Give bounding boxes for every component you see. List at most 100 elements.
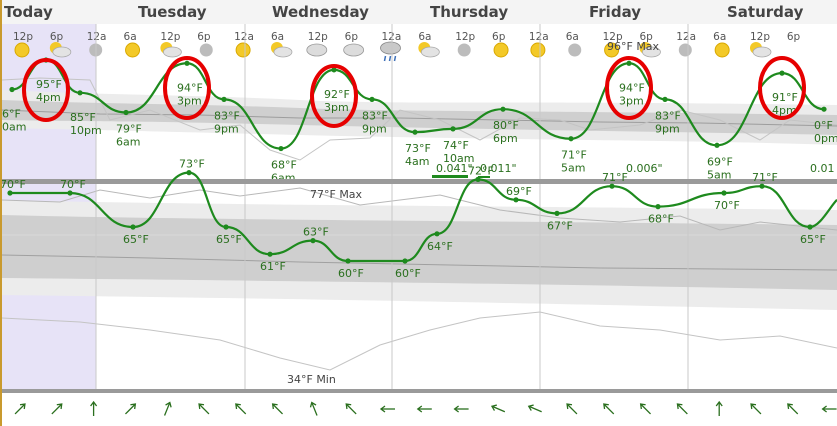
- dewpoint-point: [434, 231, 440, 237]
- hour-label: 6p: [787, 31, 801, 43]
- temperature-point: [500, 106, 506, 112]
- dewpoint-min-label: 34°F Min: [287, 373, 336, 386]
- temperature-point: [779, 70, 785, 76]
- precipitation-amount: 0.006": [626, 162, 663, 175]
- rain-icon: [380, 41, 401, 62]
- dewpoint-value-label: 63°F: [303, 226, 329, 239]
- dewpoint-point: [345, 258, 351, 264]
- dewpoint-point: [7, 190, 13, 196]
- wind-arrow-icon: [490, 404, 506, 413]
- dewpoint-point: [721, 190, 727, 196]
- temperature-value-label: 6°F: [2, 108, 21, 121]
- temperature-value-label: 94°F: [177, 81, 203, 94]
- temperature-time-label: 3pm: [619, 94, 644, 107]
- cloudy-icon: [306, 43, 328, 57]
- wind-arrow-icon: [90, 400, 98, 416]
- partly-cloudy-icon: [160, 42, 182, 58]
- hour-label: 6p: [197, 31, 211, 43]
- temperature-time-label: 4pm: [36, 91, 61, 104]
- dewpoint-point: [513, 197, 519, 203]
- dewpoint-value-label: 70°F: [714, 199, 740, 212]
- wind-arrow-icon: [124, 403, 137, 415]
- partly-cloudy-icon: [418, 42, 440, 58]
- temperature-point: [278, 145, 284, 152]
- temperature-value-label: 95°F: [36, 78, 62, 91]
- temperature-value-label: 83°F: [362, 109, 388, 122]
- temperature-point: [221, 96, 227, 102]
- dewpoint-value-label: 65°F: [216, 233, 242, 246]
- dewpoint-value-label: 65°F: [123, 233, 149, 246]
- temperature-time-label: 0pm: [814, 132, 837, 145]
- temperature-point: [331, 67, 337, 73]
- hour-label: 6a: [566, 31, 579, 43]
- sun-icon: [235, 42, 251, 58]
- highlight-circle: [758, 56, 806, 120]
- temperature-point: [450, 126, 456, 132]
- wind-arrow-icon: [566, 403, 578, 415]
- temperature-point: [821, 106, 827, 112]
- temperature-point: [662, 96, 668, 102]
- temperature-point: [9, 86, 15, 93]
- hour-label: 6a: [418, 31, 431, 43]
- dewpoint-value-label: 72°F: [468, 164, 494, 177]
- hour-labels: 12p 6p 12a 6a 12p 6p 12a 6a 12p 6p 12a 6a 12p 6p 12a 6a…: [13, 31, 801, 43]
- moon-icon: [199, 43, 213, 57]
- dewpoint-point: [186, 170, 192, 176]
- dewpoint-value-label: 71°F: [602, 171, 628, 184]
- dewpoint-point: [655, 204, 661, 210]
- precipitation-amount: 0.011": [480, 162, 517, 175]
- temperature-value-label: 74°F: [443, 139, 469, 152]
- dewpoint-point: [554, 210, 560, 216]
- wind-arrow-icon: [527, 404, 542, 413]
- sun-icon: [604, 42, 620, 58]
- hour-label: 6a: [271, 31, 284, 43]
- dewpoint-value-label: 68°F: [648, 213, 674, 226]
- dewpoint-value-label: 60°F: [338, 267, 364, 280]
- dewpoint-value-label: 70°F: [0, 178, 26, 191]
- wind-arrow-icon: [163, 401, 172, 416]
- temperature-point: [369, 96, 375, 102]
- dewpoint-value-label: 69°F: [506, 185, 532, 198]
- temperature-line: [11, 58, 825, 150]
- cloudy-icon: [343, 43, 365, 57]
- temperature-value-label: 79°F: [116, 122, 142, 135]
- panel-separator: [0, 179, 837, 184]
- hour-label: 6a: [713, 31, 726, 43]
- hour-label: 12a: [676, 31, 696, 43]
- wind-arrow-icon: [416, 405, 432, 413]
- wind-arrow-icon: [51, 403, 63, 415]
- day-label: Tuesday: [138, 3, 207, 21]
- hour-label: 12a: [382, 31, 402, 43]
- temperature-value-label: 91°F: [772, 91, 798, 104]
- wind-arrow-icon: [603, 403, 615, 415]
- temperature-series: [9, 57, 827, 152]
- wind-arrow-icon: [379, 405, 395, 413]
- dewpoint-point: [310, 238, 316, 244]
- left-border: [0, 0, 2, 426]
- highlight-circle: [310, 64, 358, 128]
- dewpoint-max-label: 77°F Max: [310, 188, 363, 201]
- sun-icon: [714, 42, 730, 58]
- temperature-point: [77, 90, 83, 96]
- moon-icon: [457, 43, 471, 57]
- wind-arrow-icon: [715, 400, 723, 416]
- wind-arrow-icon: [453, 405, 469, 413]
- dewpoint-value-label: 64°F: [427, 240, 453, 253]
- temperature-value-label: 92°F: [324, 88, 350, 101]
- wind-arrow-icon: [198, 403, 210, 415]
- dewpoint-point: [67, 190, 73, 196]
- temperature-value-label: 71°F: [561, 149, 587, 162]
- precipitation-amount: 0.041": [436, 162, 473, 175]
- hour-label: 12a: [529, 31, 549, 43]
- hour-label: 12p: [603, 31, 623, 43]
- temperature-time-label: 0am: [2, 121, 26, 134]
- temperature-point: [184, 60, 190, 66]
- highlight-circles: [22, 56, 806, 128]
- precipitation-amounts: 0.041" 0.011" 0.006" 0.01: [432, 162, 835, 178]
- wind-arrow-icon: [271, 403, 284, 415]
- temperature-time-label: 10am: [443, 152, 474, 165]
- temperature-value-label: 83°F: [214, 109, 240, 122]
- dewpoint-point: [759, 183, 765, 189]
- weather-icons: [14, 41, 772, 62]
